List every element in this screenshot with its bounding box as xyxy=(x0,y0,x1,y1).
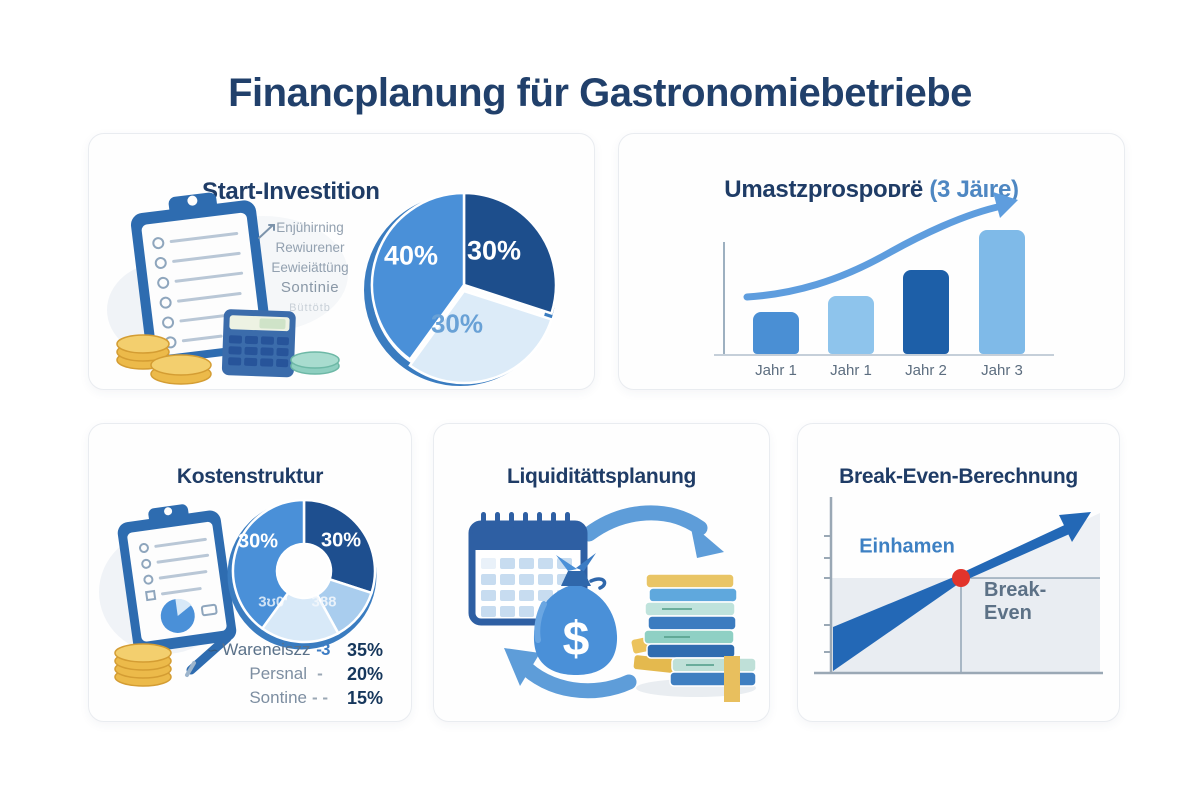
revenue-line xyxy=(957,522,1074,583)
money-bag-icon: $ xyxy=(533,553,618,675)
arrowhead-icon xyxy=(1059,512,1091,542)
kosten-donut-chart xyxy=(227,498,377,650)
checklist-item: Enjühirning xyxy=(276,220,344,235)
legend-value: 35% xyxy=(346,639,384,660)
card-kostenstruktur: Kostenstruktur xyxy=(88,423,412,722)
card-start-title: Start-Investition xyxy=(202,177,380,205)
bar-category-label: Jahr 3 xyxy=(981,362,1023,379)
kosten-legend: ∽ Wareneiszz -3 35% Persnal - 20% Sontin… xyxy=(207,638,383,710)
card-umsatzprognose: Umastzprospoᴅrë (3 Jäıre) Jahr 1 Jahr 1 Ja… xyxy=(618,133,1125,390)
donut-label-bottom-left: 3ʊ0' xyxy=(258,593,288,611)
break-even-label: Break-Even xyxy=(984,579,1047,624)
y-axis xyxy=(723,242,725,355)
legend-row: Sontine - - 15% xyxy=(207,686,383,710)
umsatz-title-main: Umastzprospoᴅrë xyxy=(724,175,923,203)
start-investition-pie-chart xyxy=(364,191,558,386)
pie-label-30-pale: 30% xyxy=(430,308,484,339)
legend-dash: - - xyxy=(311,688,329,707)
card-start-investition: Start-Investition xyxy=(88,133,595,390)
clipboard-icon xyxy=(130,192,272,364)
cycle-arrow-top-icon xyxy=(581,505,708,542)
einnahmen-label: Einhamen xyxy=(859,535,955,558)
legend-label: Persnal xyxy=(249,664,307,683)
card-breakeven-title: Break-Even-Berechnung xyxy=(839,465,1078,489)
teal-coin-icon xyxy=(290,351,340,375)
clipboard-icon xyxy=(117,504,237,653)
cycle-arrow-bottom-icon xyxy=(514,656,637,699)
bar-category-label: Jahr 2 xyxy=(905,362,947,379)
pie-label-40: 40% xyxy=(383,240,439,271)
squiggle-icon: ∽ xyxy=(207,641,219,658)
checklist-item: Eewieiättüng xyxy=(271,260,349,275)
legend-row: ∽ Wareneiszz -3 35% xyxy=(207,638,383,662)
legend-dash: -3 xyxy=(316,640,330,659)
legend-dash: - xyxy=(317,664,323,683)
gold-coins-icon xyxy=(114,643,172,687)
bar-category-label: Jahr 1 xyxy=(755,362,797,379)
legend-row: Persnal - 20% xyxy=(207,662,383,686)
checklist-item: Rewiurener xyxy=(275,240,345,255)
revenue-wedge xyxy=(833,574,961,671)
umsatz-bar-chart: Jahr 1 Jahr 1 Jahr 2 Jahr 3 xyxy=(619,134,1124,389)
pie-label-30-dark: 30% xyxy=(466,235,522,266)
dollar-sign: $ xyxy=(563,613,590,666)
start-checklist: Enjühirning Rewiurener Eewieiättüng Sont… xyxy=(259,218,361,318)
bar-2 xyxy=(828,296,874,354)
card-kosten-title: Kostenstruktur xyxy=(176,465,324,489)
donut-label-bottom: 388 xyxy=(311,593,337,611)
checklist-item: Sontinie xyxy=(280,279,340,296)
card-liquid-title: Liquiditättsplanung xyxy=(506,465,697,489)
legend-label: Wareneiszz xyxy=(222,640,311,659)
donut-label-left: 30% xyxy=(237,530,279,553)
cash-stack-icon xyxy=(631,573,757,702)
page-title: Financplanung für Gastronomiebetriebe xyxy=(228,70,972,115)
gold-coins-icon xyxy=(116,334,212,385)
checklist-item: Büttötb xyxy=(289,302,331,314)
calendar-icon xyxy=(468,512,588,626)
calculator-icon xyxy=(221,309,296,378)
bar-category-label: Jahr 1 xyxy=(830,362,872,379)
pie-rim xyxy=(364,194,556,386)
card-liquiditaetsplanung: Liquiditättsplanung xyxy=(433,423,770,722)
shaded-area-above xyxy=(963,513,1100,577)
growth-arrow-icon xyxy=(743,192,1018,301)
mini-pie-icon xyxy=(160,598,195,633)
donut-label-right: 30% xyxy=(320,529,362,552)
break-even-point xyxy=(952,569,970,587)
y-axis-ticks xyxy=(824,535,831,653)
legend-value: 20% xyxy=(346,663,383,684)
card-umsatz-title: Umastzprospoᴅrë (3 Jäıre) xyxy=(619,176,1124,204)
bar-1 xyxy=(753,312,799,354)
legend-label: Sontine xyxy=(249,688,307,707)
legend-value: 15% xyxy=(346,687,383,708)
card-break-even: Break-Even-Berechnung Einhamen Break-Eve… xyxy=(797,423,1120,722)
x-axis xyxy=(714,354,1054,356)
bar-4 xyxy=(979,230,1025,354)
bar-3 xyxy=(903,270,949,354)
donut-rim xyxy=(227,500,377,650)
